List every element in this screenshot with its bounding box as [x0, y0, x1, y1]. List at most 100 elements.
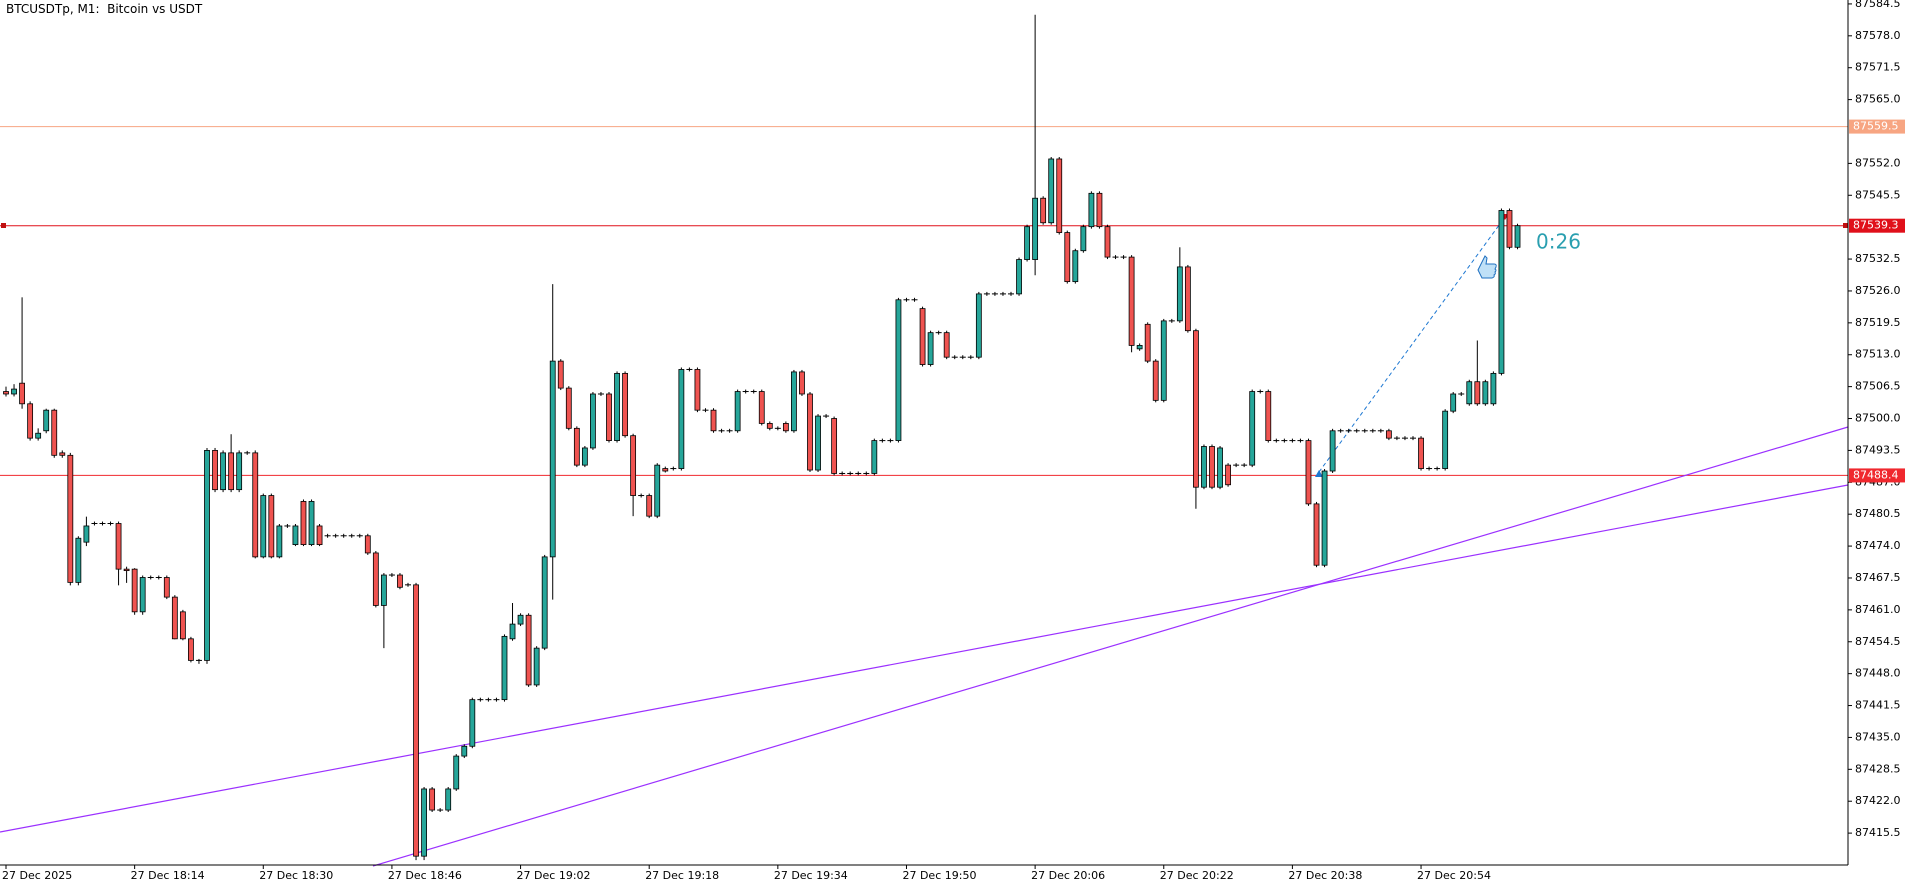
candle-body: [549, 360, 556, 558]
candle-body: [654, 464, 661, 517]
candle-body: [364, 535, 371, 554]
candle-body: [163, 577, 170, 598]
x-tick-label: 27 Dec 19:34: [774, 869, 848, 882]
y-tick-label: 87578.0: [1855, 29, 1901, 42]
candle-body: [557, 360, 564, 389]
y-tick-label: 87552.0: [1855, 156, 1901, 169]
candle-body: [1104, 226, 1111, 258]
candle-body: [782, 423, 789, 432]
candle-body: [766, 423, 773, 429]
candle-body: [1128, 256, 1135, 346]
candle-body: [372, 552, 379, 606]
price-label: 87559.5: [1853, 120, 1899, 133]
candle-body: [943, 332, 950, 358]
candle-body: [517, 614, 524, 625]
candle-body: [541, 556, 548, 649]
y-tick-label: 87474.0: [1855, 539, 1901, 552]
candle-body: [1040, 197, 1047, 224]
candle-body: [252, 452, 259, 558]
candle-body: [1201, 446, 1207, 488]
candle-body: [123, 568, 130, 572]
candle-body: [573, 427, 580, 466]
candle-body: [67, 454, 74, 583]
y-tick-label: 87467.5: [1855, 571, 1901, 584]
candle-body: [509, 623, 516, 640]
price-label: 87488.4: [1853, 468, 1899, 481]
candle-body: [734, 391, 741, 432]
candle-body: [11, 388, 17, 395]
y-tick-label: 87506.5: [1855, 380, 1901, 393]
candle-body: [171, 596, 178, 640]
candle-body: [1498, 210, 1505, 374]
candle-body: [1136, 345, 1143, 350]
trade-arrow: [1315, 470, 1323, 477]
candle-body: [1265, 391, 1272, 441]
candle-body: [1506, 210, 1513, 248]
y-tick-label: 87500.0: [1855, 412, 1901, 425]
candle-body: [1490, 372, 1497, 405]
candle-body: [1096, 192, 1103, 228]
candle-body: [204, 450, 210, 661]
candle-body: [1313, 503, 1320, 566]
y-tick-label: 87493.5: [1855, 443, 1901, 456]
candle-body: [1184, 266, 1191, 332]
x-tick-label: 27 Dec 18:14: [131, 869, 205, 882]
candle-body: [445, 788, 452, 811]
candle-body: [220, 452, 226, 491]
candle-body: [630, 435, 637, 496]
candle-body: [19, 382, 25, 405]
candle-body: [1514, 225, 1521, 248]
candle-body: [139, 577, 146, 613]
candle-body: [694, 369, 701, 411]
candle-body: [1249, 391, 1256, 466]
x-tick-label: 27 Dec 2025: [2, 869, 72, 882]
candle-body: [710, 409, 717, 432]
candle-body: [975, 293, 982, 358]
candle-body: [525, 614, 532, 686]
candle-body: [59, 452, 66, 456]
candle-body: [188, 638, 194, 661]
candle-body: [565, 387, 572, 429]
candle-body: [791, 371, 797, 432]
candle-body: [799, 371, 805, 395]
candle-body: [1032, 197, 1039, 260]
line-handle: [1, 223, 6, 228]
y-tick-label: 87571.5: [1855, 61, 1901, 74]
candle-body: [1024, 226, 1030, 260]
y-tick-label: 87441.5: [1855, 699, 1901, 712]
candle-body: [614, 372, 620, 441]
candle-body: [1016, 259, 1022, 295]
candle-body: [27, 403, 34, 439]
candle-body: [300, 501, 307, 546]
candle-body: [380, 574, 387, 606]
candle-body: [831, 418, 838, 474]
candle-body: [316, 525, 323, 546]
candle-body: [1442, 410, 1449, 469]
candle-body: [397, 574, 403, 588]
candle-body: [919, 308, 926, 365]
candles: [3, 14, 1521, 861]
candle-body: [83, 525, 90, 543]
candle-body: [606, 393, 612, 441]
x-tick-label: 27 Dec 19:18: [645, 869, 719, 882]
candle-body: [1418, 437, 1424, 469]
candle-body: [1305, 440, 1312, 505]
candle-body: [646, 495, 653, 517]
y-tick-label: 87513.0: [1855, 348, 1901, 361]
candle-body: [871, 440, 878, 474]
candle-body: [469, 699, 476, 747]
candle-body: [622, 372, 628, 437]
candle-body: [895, 299, 902, 441]
candle-body: [228, 452, 235, 491]
candle-body: [1482, 381, 1489, 405]
candle-body: [453, 755, 460, 790]
x-tick-label: 27 Dec 20:22: [1160, 869, 1234, 882]
candle-body: [1064, 232, 1071, 283]
chart-title: BTCUSDTp, M1: Bitcoin vs USDT: [6, 2, 203, 16]
candle-body: [131, 568, 138, 613]
trend-line: [0, 484, 1849, 833]
candle-body: [1176, 266, 1183, 322]
candle-body: [1329, 430, 1336, 472]
y-tick-label: 87448.0: [1855, 667, 1901, 680]
